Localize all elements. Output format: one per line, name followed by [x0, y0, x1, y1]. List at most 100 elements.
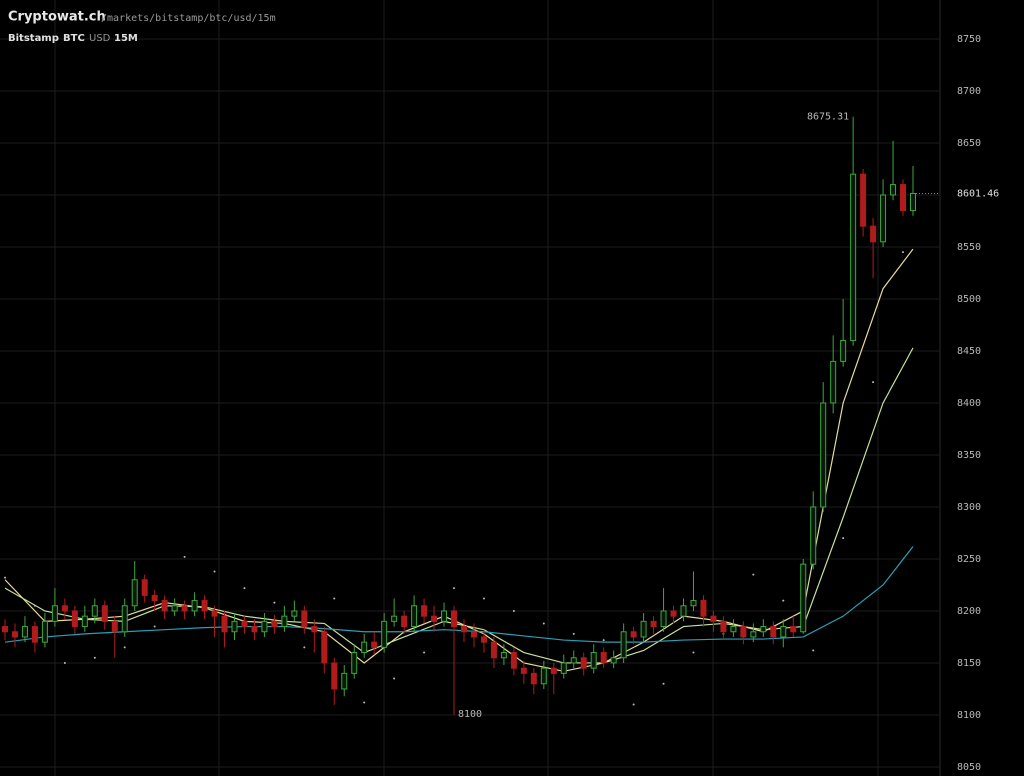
candle-body	[860, 173, 867, 227]
candle-body	[431, 615, 438, 622]
y-tick-label: 8650	[957, 138, 981, 149]
sar-dot	[63, 661, 66, 664]
y-tick-label: 8200	[957, 606, 981, 617]
candle-body	[191, 600, 198, 612]
sar-dot	[393, 677, 396, 680]
candle-body	[351, 652, 358, 674]
candle-body	[680, 605, 687, 617]
sar-dot	[243, 587, 246, 590]
candle-body	[2, 626, 8, 633]
sar-dot	[303, 646, 306, 649]
sar-dot	[33, 604, 36, 607]
y-tick-label: 8550	[957, 242, 981, 253]
candle-body	[251, 626, 258, 633]
y-tick-label: 8700	[957, 86, 981, 97]
candle-body	[840, 340, 847, 362]
y-tick-label: 8350	[957, 450, 981, 461]
indicator-line	[4, 347, 914, 664]
candle-body	[530, 672, 537, 685]
plot: 8050 8100 8150 8200 8250 8300 8350 8400 8450 8500…	[0, 34, 1002, 773]
sar-dot	[782, 599, 785, 602]
candle-body	[131, 579, 138, 607]
sar-dot	[542, 622, 545, 625]
candle-body	[241, 620, 248, 628]
exchange: Bitstamp	[8, 33, 59, 44]
candle-body	[311, 626, 318, 633]
candle-body	[750, 631, 757, 638]
candle-body	[391, 615, 398, 622]
candle-body	[460, 626, 467, 633]
y-tick-label: 8150	[957, 658, 981, 669]
sar-dot	[423, 651, 426, 654]
candle-body	[830, 360, 837, 404]
candle-body	[371, 641, 378, 648]
sar-dot	[662, 682, 665, 685]
y-tick-label: 8450	[957, 346, 981, 357]
sar-dot	[632, 703, 635, 706]
candle-body	[580, 657, 587, 669]
sar-dot	[273, 601, 276, 604]
candle-body	[590, 652, 597, 669]
sar-dot	[453, 587, 456, 590]
market-path: /markets/bitstamp/btc/usd/15m	[101, 13, 276, 24]
candle-body	[520, 667, 527, 674]
sar-dot	[602, 639, 605, 642]
low-label: 8100	[458, 709, 482, 720]
sar-dot	[153, 625, 156, 628]
last-price-label: 8601.46	[957, 188, 999, 199]
candle-body	[421, 605, 428, 617]
candle-body	[600, 652, 607, 664]
candle-body	[890, 184, 897, 196]
candle-body	[271, 620, 278, 628]
candle-body	[660, 610, 667, 628]
candle-body	[910, 192, 916, 212]
y-tick-label: 8400	[957, 398, 981, 409]
candle-body	[510, 652, 517, 669]
candle-body	[121, 605, 128, 633]
candle-body	[61, 605, 68, 612]
sar-dot	[872, 381, 875, 384]
candle-body	[231, 620, 238, 633]
quote: USD	[89, 33, 111, 44]
y-tick-label: 8500	[957, 294, 981, 305]
candle-body	[361, 641, 368, 654]
candle-body	[21, 626, 28, 638]
candle-body	[201, 600, 208, 612]
candle-body	[81, 615, 88, 628]
candle-body	[281, 615, 288, 628]
candle-body	[800, 563, 807, 633]
candle-body	[850, 173, 857, 342]
candle-body	[221, 615, 228, 633]
sar-dot	[572, 632, 575, 635]
candle-body	[470, 631, 477, 638]
candle-body	[810, 506, 817, 565]
candle-body	[690, 600, 697, 607]
y-tick-label: 8100	[957, 710, 981, 721]
y-tick-label: 8050	[957, 762, 981, 773]
sar-dot	[93, 656, 96, 659]
sar-dot	[842, 537, 845, 540]
candle-body	[760, 626, 767, 633]
sar-dot	[752, 573, 755, 576]
candle-body	[560, 662, 567, 674]
candle-body	[151, 594, 158, 602]
sar-dot	[183, 555, 186, 558]
candle-body	[780, 626, 787, 638]
candle-body	[211, 610, 218, 617]
candle-body	[770, 626, 777, 638]
candle-body	[740, 626, 747, 638]
candle-body	[381, 620, 388, 648]
candle-body	[820, 402, 827, 508]
site-title[interactable]: Cryptowat.ch	[8, 10, 106, 25]
candle-body	[640, 620, 647, 638]
candle-body	[111, 620, 118, 633]
interval: 15M	[114, 33, 138, 44]
candle-body	[321, 631, 328, 664]
sar-dot	[512, 609, 515, 612]
sar-dot	[363, 701, 366, 704]
candle-body	[451, 610, 458, 628]
candle-body	[161, 600, 168, 612]
candle-body	[710, 615, 717, 622]
candle-body	[341, 672, 348, 690]
